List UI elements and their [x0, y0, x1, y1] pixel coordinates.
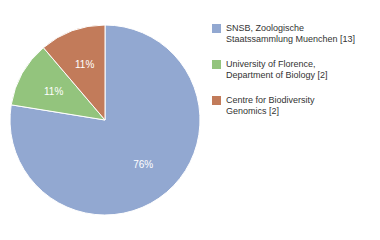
- legend: SNSB, ZoologischeStaatssammlung Muenchen…: [212, 23, 355, 116]
- chart: 76% 11% 11% SNSB, ZoologischeStaatssammlung…: [0, 0, 380, 240]
- legend-label: SNSB, ZoologischeStaatssammlung Muenchen…: [226, 23, 355, 44]
- pie-slice: [43, 25, 105, 120]
- legend-label: University of Florence,Department of Bio…: [226, 59, 328, 80]
- slices: [10, 25, 200, 215]
- pie-slice: [10, 25, 200, 215]
- legend-swatch: [212, 96, 221, 105]
- legend-swatch: [212, 60, 221, 69]
- legend-swatch: [212, 24, 221, 33]
- data-label: 11%: [75, 59, 94, 70]
- data-label: 76%: [133, 159, 153, 170]
- data-label: 11%: [44, 86, 63, 97]
- legend-label: Centre for BiodiversityGenomics [2]: [226, 95, 315, 116]
